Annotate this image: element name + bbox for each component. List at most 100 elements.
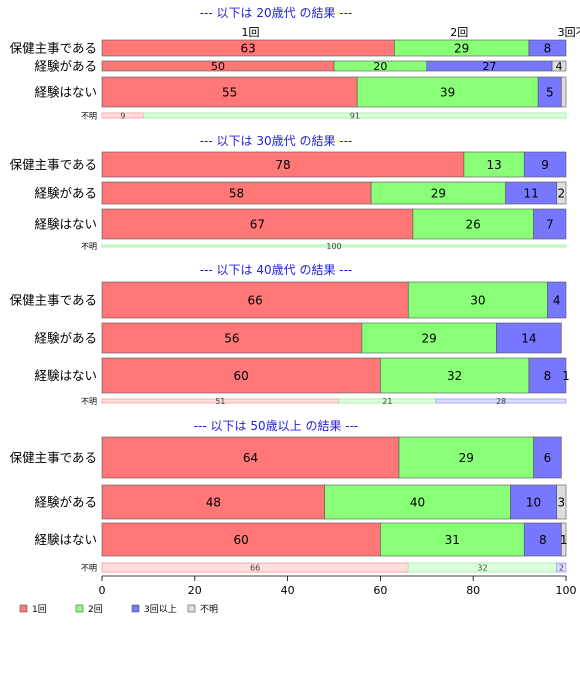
unknown-data-label: 51: [215, 397, 225, 406]
unknown-segment: [435, 398, 567, 404]
data-label: 27: [482, 60, 496, 73]
group-title: --- 以下は 20歳代 の結果 ---: [200, 6, 353, 20]
data-label: 29: [454, 42, 469, 56]
legend-label: 不明: [200, 604, 218, 615]
data-label: 13: [486, 158, 501, 172]
data-label: 4: [556, 60, 563, 73]
bar-segment: [533, 208, 567, 240]
bar-segment: [561, 522, 567, 557]
unknown-data-label: 2: [559, 564, 564, 573]
data-label: 29: [421, 332, 436, 346]
data-label: 8: [544, 42, 552, 56]
data-label: 31: [445, 533, 460, 547]
unknown-data-label: 28: [496, 397, 506, 406]
row-label: 経験がある: [34, 59, 97, 74]
data-label: 67: [250, 218, 265, 232]
column-label: 3回不明: [558, 26, 580, 39]
legend-label: 2回: [88, 604, 103, 615]
unknown-label: 不明: [81, 112, 97, 121]
bar-segment: [523, 151, 567, 178]
data-label: 55: [222, 86, 237, 100]
group-title: --- 以下は 30歳代 の結果 ---: [200, 134, 353, 148]
data-label: 60: [234, 369, 249, 383]
data-label: 1: [562, 369, 570, 383]
x-tick-label: 40: [281, 584, 295, 597]
bar-segment: [101, 208, 414, 240]
legend-swatch: [75, 604, 84, 613]
data-label: 7: [546, 218, 554, 232]
legend-swatch: [131, 604, 140, 613]
row-label: 保健主事である: [10, 450, 97, 465]
bar-segment: [528, 357, 567, 394]
unknown-segment: [556, 562, 567, 573]
column-label: 2回: [450, 26, 468, 39]
data-label: 6: [544, 451, 552, 465]
bar-segment: [496, 322, 562, 354]
unknown-segment: [101, 244, 567, 248]
data-label: 11: [524, 187, 539, 201]
unknown-data-label: 9: [120, 112, 125, 121]
data-label: 78: [275, 158, 290, 172]
unknown-data-label: 21: [382, 397, 392, 406]
data-label: 30: [470, 294, 485, 308]
group-title: --- 以下は 40歳代 の結果 ---: [200, 263, 353, 277]
legend-swatch: [19, 604, 28, 613]
data-label: 3: [558, 496, 566, 510]
bar-segment: [556, 484, 567, 520]
unknown-data-label: 100: [326, 242, 341, 251]
x-tick-label: 80: [466, 584, 480, 597]
x-tick-label: 60: [373, 584, 387, 597]
bar-segment: [101, 357, 381, 394]
data-label: 50: [211, 60, 225, 73]
bar-segment: [551, 60, 567, 72]
data-label: 8: [539, 533, 547, 547]
data-label: 10: [526, 496, 541, 510]
unknown-data-label: 32: [477, 564, 487, 573]
unknown-data-label: 91: [350, 112, 360, 121]
data-label: 1: [560, 533, 568, 547]
bar-segment: [523, 522, 562, 557]
bar-segment: [361, 322, 497, 354]
data-label: 48: [206, 496, 221, 510]
data-label: 20: [373, 60, 387, 73]
row-label: 経験はない: [34, 217, 97, 232]
bar-segment: [528, 39, 567, 57]
bar-segment: [533, 436, 562, 479]
data-label: 39: [440, 86, 455, 100]
data-label: 40: [410, 496, 425, 510]
data-label: 2: [558, 187, 566, 201]
data-label: 4: [553, 294, 561, 308]
bar-segment: [463, 151, 525, 178]
unknown-label: 不明: [81, 564, 97, 573]
bar-segment: [556, 181, 567, 205]
column-label: 1回: [241, 26, 259, 39]
data-label: 14: [521, 332, 536, 346]
x-tick-label: 100: [556, 584, 577, 597]
bar-segment: [101, 484, 326, 520]
group-title: --- 以下は 50歳以上 の結果 ---: [194, 419, 359, 433]
bar-segment: [380, 357, 530, 394]
row-label: 経験はない: [34, 368, 97, 383]
unknown-label: 不明: [81, 242, 97, 251]
bar-segment: [412, 208, 534, 240]
bar-segment: [101, 151, 465, 178]
bar-segment: [101, 522, 381, 557]
row-label: 経験がある: [34, 495, 97, 510]
row-label: 経験はない: [34, 532, 97, 547]
row-label: 保健主事である: [10, 293, 97, 308]
legend-swatch: [187, 604, 196, 613]
data-label: 56: [224, 332, 239, 346]
row-label: 保健主事である: [10, 157, 97, 172]
data-label: 29: [459, 451, 474, 465]
bar-segment: [547, 281, 567, 319]
bar-segment: [510, 484, 558, 520]
unknown-label: 不明: [81, 397, 97, 406]
data-label: 8: [544, 369, 552, 383]
x-tick-label: 20: [188, 584, 202, 597]
data-label: 26: [466, 218, 481, 232]
unknown-segment: [143, 112, 567, 119]
unknown-data-label: 66: [250, 564, 260, 573]
data-label: 66: [247, 294, 262, 308]
data-label: 58: [229, 187, 244, 201]
